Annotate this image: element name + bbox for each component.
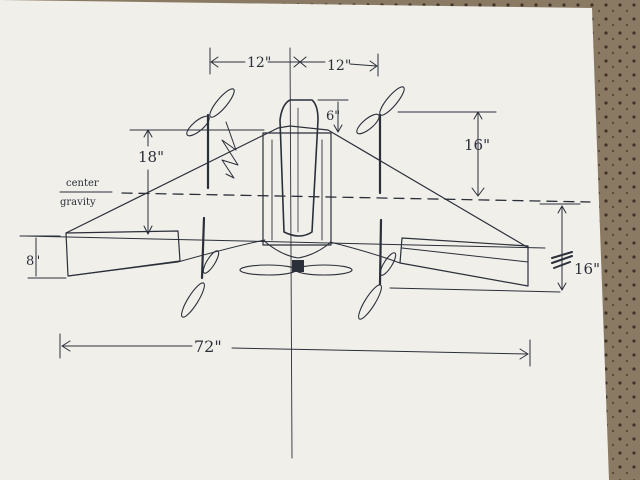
dim-r16-label: 16" — [574, 260, 600, 278]
center-axis-line — [289, 47, 293, 459]
dim-18-arrow-top — [143, 129, 153, 138]
left-rear-rotor-blade-lower — [181, 282, 205, 318]
dim-r16-arrow-bottom — [557, 282, 567, 291]
dim-72-label: 72" — [194, 337, 222, 356]
dim-top-left-arrow — [210, 56, 219, 68]
tail-propeller-hub — [292, 260, 304, 272]
dim-16-label: 16" — [464, 136, 490, 154]
fuselage-pod — [279, 99, 319, 237]
wing-lower-left-edge — [67, 239, 266, 277]
dim-18-label: 18" — [138, 148, 164, 166]
dim-r16-arrow-top — [557, 205, 567, 214]
dim-top-left-label: 12" — [247, 55, 271, 71]
dim-6-arrow — [333, 124, 343, 133]
dim-18-arrow-bottom — [143, 225, 153, 235]
dim-top-line-right — [349, 63, 377, 67]
right-front-rotor-blade-lower — [356, 113, 380, 135]
right-rear-rotor-blade-upper — [379, 252, 397, 276]
left-front-rotor-scribble — [221, 121, 239, 179]
right-wingtip-inner-line — [401, 247, 529, 263]
dim-72-line-right — [231, 347, 529, 355]
dim-r16-scribble — [551, 251, 573, 269]
fuselage-lower-curve — [262, 239, 332, 259]
left-rear-rotor-mast — [200, 216, 206, 280]
dim-16-arrow-bottom — [471, 187, 485, 197]
dim-6-label: 6" — [326, 109, 340, 124]
right-front-rotor-blade-upper — [379, 86, 405, 116]
dim-8-label: 8" — [26, 254, 40, 269]
right-rear-rotor-blade-lower — [358, 284, 382, 320]
paper-sheet — [0, 0, 609, 480]
cg-dashed-line — [121, 192, 591, 203]
cg-label-line2: gravity — [60, 197, 96, 208]
dim-top-right-arrow — [369, 60, 378, 72]
wing-trailing-line — [24, 235, 546, 249]
dim-top-right-label: 12" — [327, 58, 351, 74]
left-front-rotor-blade-upper — [209, 88, 235, 118]
wing-bottom-right-edge — [389, 287, 561, 293]
dim-16-arrow-top — [473, 111, 483, 120]
dim-72-arrow-right — [519, 348, 529, 360]
dim-72-arrow-left — [61, 340, 71, 352]
cg-label-line1: center — [66, 178, 99, 189]
dim-top-center-arrows-r — [299, 56, 307, 68]
left-rear-rotor-blade-upper — [202, 250, 220, 274]
fuselage-body — [262, 132, 332, 246]
right-wingtip-panel — [399, 237, 529, 287]
